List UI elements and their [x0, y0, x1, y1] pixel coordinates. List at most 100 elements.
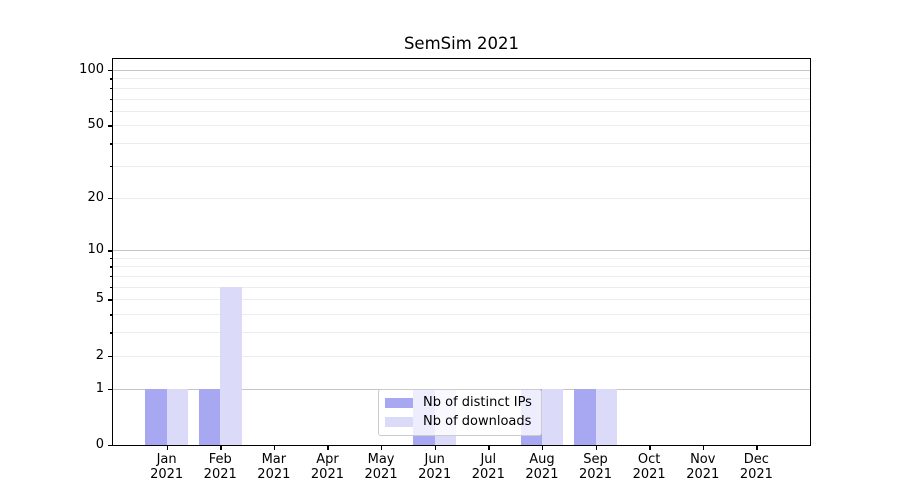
y-tick-label: 10	[87, 242, 104, 258]
x-tick-label: May 2021	[341, 452, 421, 482]
y-tick	[108, 355, 113, 358]
y-tick-label: 20	[87, 189, 104, 205]
y-gridline	[113, 299, 810, 301]
x-tick-year: 2021	[150, 467, 184, 482]
y-tick-label: 1	[95, 380, 104, 396]
x-tick-month: May	[367, 452, 395, 467]
x-tick-label: Oct 2021	[609, 452, 689, 482]
x-tick-year: 2021	[257, 467, 291, 482]
x-tick-month: Jan	[156, 452, 177, 467]
y-minor-tick	[110, 98, 113, 100]
x-tick	[756, 445, 758, 450]
y-minor-tick	[110, 143, 113, 145]
legend: Nb of distinct IPs Nb of downloads	[378, 389, 542, 436]
x-tick	[488, 445, 490, 450]
x-tick-year: 2021	[632, 467, 666, 482]
y-gridline	[113, 69, 810, 71]
x-tick-label: Jan 2021	[127, 452, 207, 482]
legend-swatch-distinct-ips	[385, 397, 413, 408]
x-tick	[702, 445, 705, 450]
legend-row-downloads: Nb of downloads	[385, 414, 532, 429]
x-tick-year: 2021	[364, 467, 398, 482]
bar-distinct-ips-sep	[574, 388, 596, 445]
y-gridline	[113, 276, 810, 278]
x-tick-label: Apr 2021	[287, 452, 367, 482]
x-tick-year: 2021	[686, 467, 720, 482]
x-tick-label: Jun 2021	[395, 452, 475, 482]
y-gridline	[113, 110, 810, 112]
y-gridline	[113, 314, 810, 316]
y-gridline	[113, 332, 810, 334]
y-tick	[108, 445, 113, 447]
x-tick	[649, 445, 651, 450]
legend-swatch-downloads	[385, 416, 413, 427]
x-tick	[595, 445, 597, 450]
legend-row-distinct-ips: Nb of distinct IPs	[385, 395, 532, 410]
y-gridline	[113, 165, 810, 167]
y-tick-label: 50	[87, 117, 104, 133]
y-gridline	[113, 87, 810, 89]
y-tick	[108, 299, 113, 301]
x-tick	[434, 445, 437, 450]
legend-label-downloads: Nb of downloads	[423, 414, 532, 429]
x-tick	[220, 445, 222, 450]
y-tick-label: 0	[95, 437, 104, 452]
x-tick-label: Sep 2021	[556, 452, 636, 482]
x-tick-label: Feb 2021	[180, 452, 260, 482]
y-gridline	[113, 266, 810, 268]
x-tick	[381, 445, 383, 450]
chart-title: SemSim 2021	[403, 34, 520, 53]
y-minor-tick	[110, 165, 113, 168]
x-tick-label: Nov 2021	[663, 452, 743, 482]
x-tick	[273, 445, 276, 450]
y-gridline	[113, 250, 810, 252]
x-tick-year: 2021	[739, 467, 773, 482]
y-minor-tick	[110, 286, 113, 289]
x-tick-month: Jul	[480, 452, 497, 467]
y-minor-tick	[110, 110, 113, 113]
x-tick-month: Feb	[208, 452, 232, 467]
bar-downloads-jan	[166, 388, 188, 445]
x-tick-month: Dec	[743, 452, 769, 467]
y-gridline	[113, 355, 810, 357]
y-minor-tick	[110, 78, 113, 80]
y-gridline	[113, 143, 810, 145]
y-minor-tick	[110, 257, 113, 260]
y-tick-label: 2	[95, 347, 104, 363]
x-tick-year: 2021	[418, 467, 452, 482]
y-gridline	[113, 78, 810, 80]
y-tick	[108, 197, 113, 199]
x-tick-month: Jun	[424, 452, 445, 467]
y-gridline	[113, 286, 810, 288]
y-tick	[108, 69, 113, 72]
plot-area: Nb of distinct IPs Nb of downloads	[112, 58, 811, 446]
y-minor-tick	[110, 276, 113, 278]
x-tick-month: Mar	[261, 452, 287, 467]
y-gridline	[113, 257, 810, 259]
x-tick-month: Aug	[529, 452, 555, 467]
bar-downloads-aug	[541, 388, 564, 445]
x-tick	[327, 445, 329, 450]
y-gridline	[113, 197, 810, 199]
y-tick	[108, 250, 113, 252]
x-tick	[541, 445, 544, 450]
x-tick-year: 2021	[471, 467, 505, 482]
bar-distinct-ips-jan	[145, 388, 167, 445]
bar-downloads-sep	[595, 388, 617, 445]
y-minor-tick	[110, 87, 113, 90]
x-tick-month: Oct	[637, 452, 661, 467]
x-tick-year: 2021	[525, 467, 559, 482]
y-minor-tick	[110, 332, 113, 334]
x-tick-year: 2021	[310, 467, 344, 482]
x-tick-label: Dec 2021	[716, 452, 796, 482]
legend-label-distinct-ips: Nb of distinct IPs	[423, 395, 532, 410]
x-tick-month: Nov	[690, 452, 716, 467]
bar-distinct-ips-feb	[198, 388, 221, 445]
y-tick-label: 5	[95, 291, 104, 307]
x-tick-year: 2021	[578, 467, 613, 482]
y-gridline	[113, 98, 810, 100]
x-tick-month: Sep	[583, 452, 608, 467]
x-tick-year: 2021	[203, 467, 237, 482]
y-minor-tick	[110, 314, 113, 316]
